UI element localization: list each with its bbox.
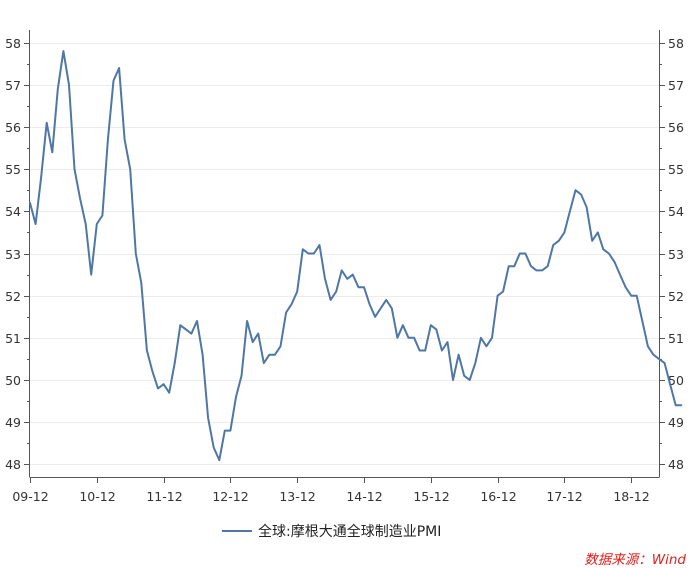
y-tick-label-left: 54	[5, 204, 21, 219]
y-tick-label-right: 55	[668, 162, 684, 177]
source-label: 数据来源：Wind	[584, 552, 686, 568]
y-axis-left-ticks: 48 49 50 51 52 53 54 55 56 57 58	[5, 36, 30, 472]
legend-swatch	[222, 530, 252, 532]
y-tick-label-right: 58	[668, 36, 684, 51]
y-tick-label-left: 51	[5, 331, 21, 346]
x-tick-label: 11-12	[146, 489, 182, 504]
pmi-line-chart: 48 49 50 51 52 53 54 55 56 57 58 48 49 50 51 52 53 54 55 5…	[5, 30, 684, 504]
y-tick-label-left: 57	[5, 78, 21, 93]
y-tick-label-left: 53	[5, 247, 21, 262]
series-layer	[29, 50, 683, 462]
y-tick-label-right: 57	[668, 78, 684, 93]
x-tick-label: 17-12	[546, 489, 582, 504]
x-tick-label: 16-12	[480, 489, 516, 504]
y-tick-label-right: 49	[668, 415, 684, 430]
series-line-0	[29, 50, 683, 462]
y-tick-label-left: 55	[5, 162, 21, 177]
y-tick-label-left: 49	[5, 415, 21, 430]
y-tick-label-left: 58	[5, 36, 21, 51]
y-tick-label-left: 50	[5, 373, 21, 388]
y-tick-label-right: 48	[668, 457, 684, 472]
y-tick-label-left: 48	[5, 457, 21, 472]
x-tick-label: 12-12	[212, 489, 248, 504]
x-axis-ticks: 09-12 10-12 11-12 12-12 13-12 14-12 15-12 16-12…	[12, 477, 650, 504]
axes	[29, 30, 660, 478]
x-tick-label: 18-12	[613, 489, 649, 504]
y-tick-label-right: 50	[668, 373, 684, 388]
y-tick-label-left: 56	[5, 120, 21, 135]
y-tick-label-right: 54	[668, 204, 684, 219]
x-tick-label: 14-12	[346, 489, 382, 504]
legend: 全球:摩根大通全球制造业PMI	[222, 520, 441, 542]
gridlines	[30, 43, 659, 465]
y-tick-label-right: 51	[668, 331, 684, 346]
legend-label: 全球:摩根大通全球制造业PMI	[258, 524, 442, 540]
y-tick-label-right: 52	[668, 289, 684, 304]
y-tick-label-left: 52	[5, 289, 21, 304]
y-axis-right-ticks: 48 49 50 51 52 53 54 55 56 57 58	[659, 36, 684, 472]
x-tick-label: 13-12	[279, 489, 315, 504]
x-tick-label: 15-12	[413, 489, 449, 504]
x-tick-label: 09-12	[12, 489, 48, 504]
y-tick-label-right: 53	[668, 247, 684, 262]
y-tick-label-right: 56	[668, 120, 684, 135]
x-tick-label: 10-12	[79, 489, 115, 504]
